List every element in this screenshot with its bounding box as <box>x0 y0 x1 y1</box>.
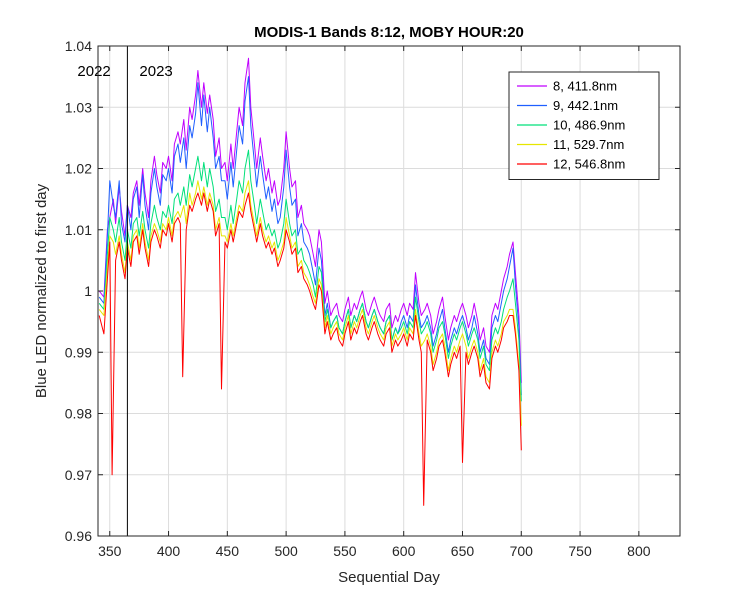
y-tick-label-6: 1.02 <box>65 161 92 177</box>
legend: 8, 411.8nm 9, 442.1nm 10, 486.9nm 11, 529.7… <box>508 71 660 180</box>
x-tick-label-1: 400 <box>157 543 181 559</box>
y-tick-label-0: 0.96 <box>65 528 92 544</box>
x-axis-label: Sequential Day <box>338 569 440 586</box>
legend-box <box>508 71 660 180</box>
y-tick-label-1: 0.97 <box>65 467 92 483</box>
series-line-5 <box>98 192 522 506</box>
x-tick-label-0: 350 <box>98 543 122 559</box>
series-line-3 <box>98 149 522 402</box>
x-tick-label-8: 750 <box>568 543 592 559</box>
y-tick-label-3: 0.99 <box>65 344 92 360</box>
legend-label-3: 10, 486.9nm <box>553 118 625 133</box>
series-line-2 <box>98 76 522 396</box>
y-tick-label-4: 1 <box>84 283 92 299</box>
y-tick-label-7: 1.03 <box>65 99 92 115</box>
legend-label-1: 8, 411.8nm <box>553 79 617 94</box>
series-line-1 <box>98 57 522 383</box>
y-tick-label-2: 0.98 <box>65 406 92 422</box>
x-tick-label-6: 650 <box>451 543 475 559</box>
annotation-2022: 2022 <box>77 63 110 80</box>
x-tick-label-5: 600 <box>392 543 416 559</box>
y-axis-label: Blue LED normalized to first day <box>33 183 50 398</box>
x-tick-label-9: 800 <box>627 543 651 559</box>
series-line-4 <box>98 180 522 426</box>
ticks: 0.96 0.97 0.98 0.99 1 1.01 1.02 1.03 1.04 350 400 4… <box>65 38 680 559</box>
annotation-2023: 2023 <box>139 63 172 80</box>
legend-label-2: 9, 442.1nm <box>553 98 618 113</box>
y-tick-label-5: 1.01 <box>65 222 92 238</box>
legend-label-4: 11, 529.7nm <box>553 137 624 152</box>
y-tick-label-8: 1.04 <box>65 38 92 54</box>
x-tick-label-4: 550 <box>333 543 357 559</box>
x-tick-label-7: 700 <box>510 543 534 559</box>
x-tick-label-2: 450 <box>216 543 240 559</box>
chart-title: MODIS-1 Bands 8:12, MOBY HOUR:20 <box>254 24 524 41</box>
x-tick-label-3: 500 <box>274 543 298 559</box>
series-layer <box>98 57 522 506</box>
legend-label-5: 12, 546.8nm <box>553 157 625 172</box>
